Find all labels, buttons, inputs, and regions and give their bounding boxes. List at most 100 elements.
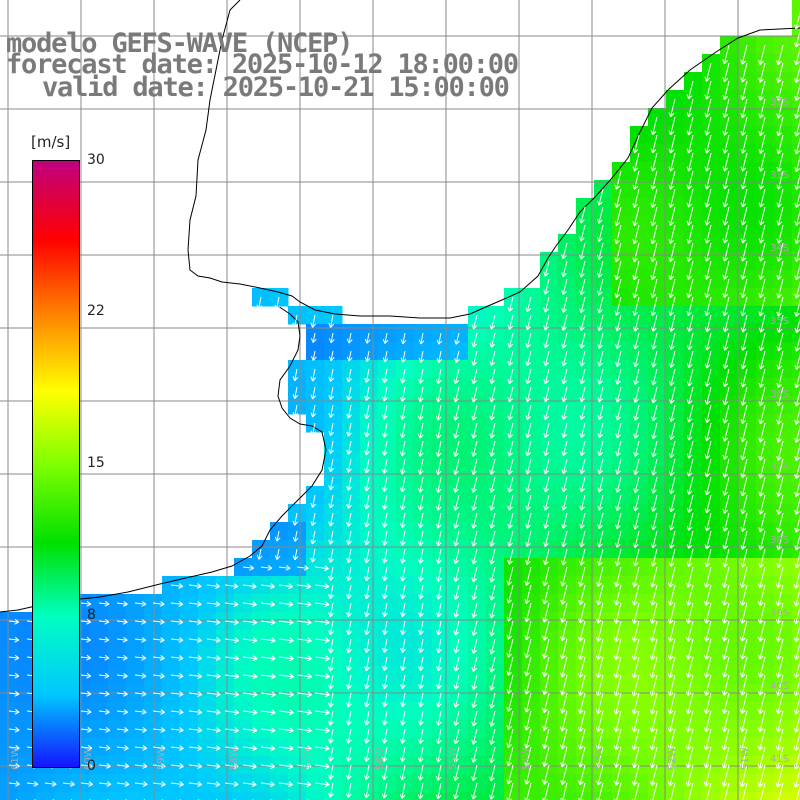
wind-arrow (382, 350, 389, 363)
wind-arrow (776, 242, 784, 262)
wind-arrow (525, 422, 532, 439)
wind-arrow (704, 314, 712, 333)
wind-arrow (776, 224, 784, 244)
wind-arrow (292, 368, 299, 382)
wind-arrow (328, 314, 335, 328)
wind-arrow (328, 350, 335, 362)
wind-arrow (561, 296, 568, 313)
wind-arrow (632, 296, 640, 316)
wind-arrow (364, 332, 371, 344)
wind-arrow (704, 440, 712, 460)
wind-arrow (310, 314, 317, 328)
wind-arrow (668, 134, 676, 154)
wind-arrow (489, 440, 496, 457)
wind-arrow (453, 404, 460, 421)
speed-cell (792, 324, 800, 343)
wind-arrow (740, 188, 748, 208)
wind-arrow (704, 404, 712, 423)
wind-arrow (794, 406, 800, 425)
wind-arrow (704, 116, 712, 136)
wind-arrow (686, 224, 694, 244)
wind-arrow (758, 206, 766, 226)
wind-arrow (776, 404, 784, 425)
wind-arrow (758, 134, 766, 154)
speed-cell (792, 792, 800, 800)
speed-cell (342, 792, 361, 800)
speed-cell (360, 792, 379, 800)
wind-arrow (454, 332, 460, 345)
wind-arrow (740, 116, 748, 136)
wind-arrow (686, 260, 694, 280)
wind-arrow (292, 386, 299, 399)
wind-arrow (776, 260, 784, 280)
wind-arrow (668, 440, 676, 458)
wind-arrow (686, 296, 694, 317)
lat-label: 41S (770, 754, 789, 765)
lat-label: 39S (770, 608, 789, 619)
speed-cell (522, 792, 541, 800)
wind-arrow (704, 134, 712, 154)
wind-arrow (794, 154, 800, 173)
wind-arrow (722, 206, 730, 226)
lon-label: 53W (594, 747, 605, 770)
wind-arrow (776, 368, 784, 388)
wind-arrow (543, 314, 550, 331)
wind-arrow (758, 422, 766, 443)
wind-arrow (776, 332, 784, 352)
speed-cell (252, 792, 271, 800)
wind-arrow (758, 386, 766, 407)
wind-arrow (596, 278, 604, 296)
speed-cell (684, 792, 703, 800)
wind-arrow (794, 298, 800, 317)
wind-arrow (525, 332, 532, 349)
speed-cell (216, 792, 235, 800)
speed-cell (756, 792, 775, 800)
wind-arrow (704, 422, 712, 442)
speed-cell (54, 792, 73, 800)
wind-arrow (507, 422, 514, 439)
wind-arrow (417, 368, 424, 384)
wind-arrow (668, 170, 676, 190)
wind-arrow (471, 386, 478, 403)
wind-arrow (435, 458, 442, 475)
speed-cell (198, 792, 217, 800)
wind-arrow (704, 80, 712, 100)
wind-arrow (417, 404, 424, 421)
speed-cell (450, 792, 469, 800)
wind-arrow (722, 44, 730, 65)
wind-arrow (471, 440, 478, 457)
wind-arrow (668, 260, 676, 281)
wind-arrow (399, 422, 406, 439)
wind-arrow (668, 224, 676, 244)
wind-arrow (507, 368, 514, 385)
wind-arrow (758, 440, 766, 461)
wind-arrow (668, 152, 676, 172)
wind-arrow (758, 242, 766, 262)
wind-arrow (507, 404, 514, 421)
wind-arrow (310, 422, 317, 436)
wind-arrow (632, 206, 640, 227)
wind-arrow (794, 46, 800, 66)
wind-arrow (776, 422, 784, 443)
wind-arrow (364, 458, 370, 474)
wind-arrow (579, 386, 586, 403)
wind-arrow (435, 440, 442, 457)
wind-arrow (740, 242, 748, 262)
wind-arrow (758, 404, 766, 425)
speed-cell (648, 792, 667, 800)
wind-arrow (776, 170, 784, 190)
wind-arrow (668, 116, 676, 136)
wind-arrow (668, 368, 676, 386)
wind-arrow (274, 296, 281, 310)
wind-arrow (418, 350, 425, 363)
wind-arrow (453, 386, 460, 403)
speed-cell (162, 792, 181, 800)
wind-arrow (758, 332, 766, 352)
wind-arrow (704, 386, 712, 405)
wind-arrow (776, 278, 784, 299)
wind-arrow (740, 98, 748, 119)
speed-cell (108, 792, 127, 800)
speed-cell (324, 792, 343, 800)
wind-arrow (776, 386, 784, 407)
wind-arrow (686, 116, 694, 136)
